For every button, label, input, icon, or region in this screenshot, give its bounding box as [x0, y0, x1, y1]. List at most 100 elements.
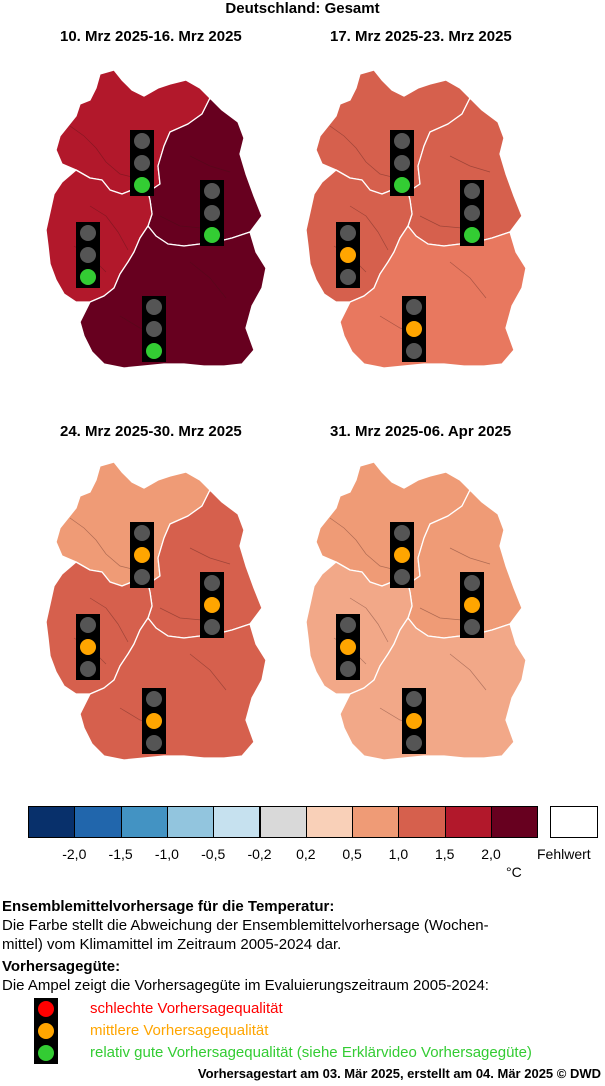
light-red	[204, 575, 220, 591]
traffic-light-south	[402, 688, 426, 754]
light-green	[146, 735, 162, 751]
traffic-light-north	[390, 130, 414, 196]
light-orange	[406, 713, 422, 729]
state-border	[329, 125, 397, 179]
state-border	[69, 125, 137, 179]
legend-swatch	[120, 806, 168, 838]
state-border	[449, 155, 491, 173]
light-red	[146, 299, 162, 315]
traffic-light-south	[402, 296, 426, 362]
missing-value-box	[550, 806, 598, 838]
germany-map-2	[305, 69, 527, 369]
legend-tick: -1,5	[108, 846, 133, 862]
state-border	[189, 653, 227, 691]
light-orange	[80, 639, 96, 655]
traffic-light-east	[200, 180, 224, 246]
desc-heading-2: Vorhersagegüte:	[2, 958, 121, 975]
light-green	[464, 227, 480, 243]
desc-line-1: Die Farbe stellt die Abweichung der Ense…	[2, 917, 489, 934]
footer: Vorhersagestart am 03. Mär 2025, erstell…	[197, 1066, 601, 1081]
traffic-light-south	[142, 296, 166, 362]
light-green	[80, 269, 96, 285]
legend-tick: 1,5	[434, 846, 455, 862]
germany-map-3	[45, 461, 267, 761]
light-orange	[464, 597, 480, 613]
traffic-light-north	[130, 130, 154, 196]
light-green	[394, 569, 410, 585]
map-title-1: 10. Mrz 2025-16. Mrz 2025	[60, 28, 242, 45]
light-orange	[80, 247, 96, 263]
state-border	[349, 597, 389, 643]
state-border	[89, 205, 129, 251]
legend-tick: 0,2	[296, 846, 316, 862]
state-border	[69, 517, 137, 571]
legend-unit: °C	[506, 864, 522, 880]
state-border	[189, 547, 231, 565]
quality-medium: mittlere Vorhersagequalität	[90, 1022, 269, 1039]
state-border	[189, 155, 231, 173]
missing-value-label: Fehlwert	[537, 846, 591, 862]
desc-heading-1: Ensemblemittelvorhersage für die Tempera…	[2, 898, 335, 915]
traffic-light-east	[460, 180, 484, 246]
light-red	[146, 691, 162, 707]
quality-good: relativ gute Vorhersagequalität (siehe E…	[90, 1044, 532, 1061]
light-green	[406, 343, 422, 359]
legend-tick: -0,2	[247, 846, 272, 862]
state-border	[189, 261, 227, 299]
light-red	[204, 183, 220, 199]
quality-bad: schlechte Vorhersagequalität	[90, 1000, 283, 1017]
light-green	[134, 177, 150, 193]
traffic-light-west	[336, 222, 360, 288]
light-red	[394, 133, 410, 149]
light-orange	[146, 321, 162, 337]
light-orange	[204, 597, 220, 613]
light-red	[80, 617, 96, 633]
desc-line-3: Die Ampel zeigt die Vorhersagegüte im Ev…	[2, 977, 489, 994]
light-orange	[204, 205, 220, 221]
state-border	[449, 261, 487, 299]
legend-traffic-light	[34, 998, 58, 1064]
traffic-light-west	[76, 222, 100, 288]
light-red	[406, 299, 422, 315]
state-border	[449, 653, 487, 691]
light-orange	[134, 155, 150, 171]
legend-tick: -2,0	[62, 846, 87, 862]
traffic-light-east	[460, 572, 484, 638]
light-red	[134, 525, 150, 541]
legend-swatch	[259, 806, 307, 838]
legend-swatch	[398, 806, 446, 838]
light-green	[340, 661, 356, 677]
traffic-light-north	[130, 522, 154, 588]
light-green	[340, 269, 356, 285]
state-border	[329, 517, 397, 571]
legend-tick: 1,0	[388, 846, 409, 862]
legend-swatch	[74, 806, 122, 838]
light-red	[464, 575, 480, 591]
light-green	[394, 177, 410, 193]
legend-tick: -1,0	[154, 846, 179, 862]
light-green	[134, 569, 150, 585]
light-orange	[394, 547, 410, 563]
legend-swatch	[213, 806, 261, 838]
light-green	[80, 661, 96, 677]
state-border	[349, 205, 389, 251]
light-red	[340, 225, 356, 241]
germany-map-4	[305, 461, 527, 761]
traffic-light-west	[336, 614, 360, 680]
traffic-light-east	[200, 572, 224, 638]
legend-tick: -0,5	[201, 846, 226, 862]
legend-swatch	[305, 806, 354, 838]
light-red	[134, 133, 150, 149]
map-title-2: 17. Mrz 2025-23. Mrz 2025	[330, 28, 512, 45]
map-title-3: 24. Mrz 2025-30. Mrz 2025	[60, 423, 242, 440]
legend-swatch	[352, 806, 400, 838]
legend-swatch	[444, 806, 492, 838]
main-title: Deutschland: Gesamt	[225, 0, 380, 17]
state-border	[449, 547, 491, 565]
light-orange	[464, 205, 480, 221]
state-border	[89, 597, 129, 643]
light-red	[394, 525, 410, 541]
legend-swatch	[28, 806, 76, 838]
light-green	[464, 619, 480, 635]
map-title-4: 31. Mrz 2025-06. Apr 2025	[330, 423, 512, 440]
